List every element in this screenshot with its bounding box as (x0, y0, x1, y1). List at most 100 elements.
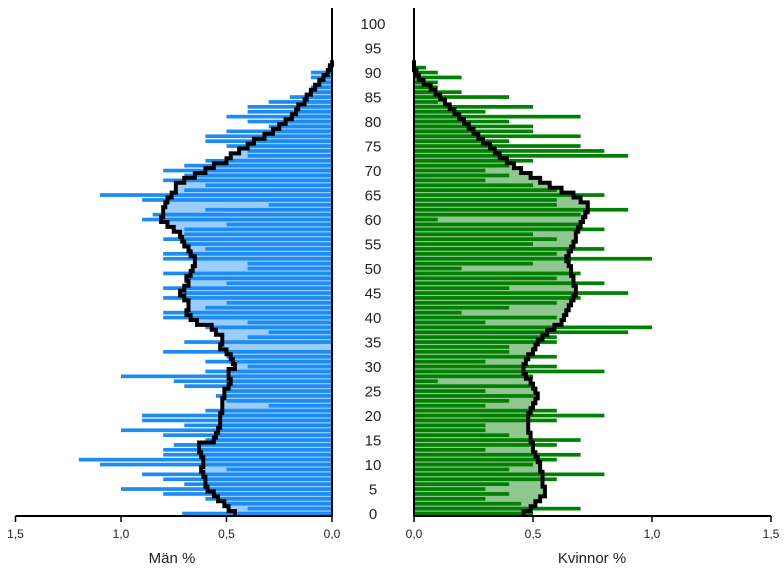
men-bar (184, 384, 332, 388)
women-bar (414, 178, 486, 183)
women-bar (414, 158, 533, 163)
men-bar (289, 95, 332, 99)
right-panel-women: 0,0 0,5 1,0 1,5 Kvinnor % (406, 8, 780, 567)
age-label: 80 (365, 114, 382, 131)
women-bar (414, 95, 510, 99)
men-bar (205, 247, 332, 251)
women-tick-label: 1,0 (644, 527, 661, 541)
women-bar (414, 305, 510, 310)
women-bar (414, 276, 557, 281)
women-bar (414, 144, 581, 148)
age-label: 45 (365, 286, 382, 303)
age-label: 5 (369, 482, 377, 499)
men-bar (163, 256, 332, 261)
women-bar (414, 286, 510, 290)
women-bar (414, 428, 486, 433)
men-bar (152, 212, 332, 217)
men-tick-label: 1,0 (113, 527, 130, 541)
men-bar (184, 163, 332, 168)
men-bar (205, 325, 332, 330)
women-bar (414, 433, 510, 437)
men-bar (247, 320, 332, 325)
men-bar (121, 428, 332, 433)
men-bar (184, 188, 332, 192)
women-bar (414, 413, 605, 418)
men-bar (268, 100, 332, 104)
men-bar (173, 379, 332, 384)
men-bar (226, 301, 332, 305)
women-bar (414, 379, 438, 384)
age-label: 95 (365, 41, 382, 58)
men-bar (247, 105, 332, 109)
women-bar (414, 497, 486, 501)
women-bar (414, 354, 557, 359)
men-tick-label: 1,5 (7, 527, 24, 541)
men-bar (99, 193, 333, 197)
men-bar (205, 183, 332, 188)
women-bar (414, 139, 510, 143)
age-label: 65 (365, 188, 382, 205)
age-label: 20 (365, 408, 382, 425)
men-bar (247, 364, 332, 369)
women-bar (414, 325, 652, 330)
women-bar (414, 237, 557, 241)
women-bar (414, 105, 533, 109)
men-bar (184, 482, 332, 486)
women-bar (414, 80, 438, 85)
women-bar (414, 301, 557, 305)
women-bar (414, 438, 581, 442)
women-bar (414, 330, 629, 335)
age-label: 40 (365, 310, 382, 327)
men-bar (163, 286, 332, 290)
women-bar (414, 227, 605, 232)
men-bar (205, 408, 332, 413)
men-bar (142, 472, 332, 477)
age-label: 85 (365, 90, 382, 107)
men-bar (247, 266, 332, 271)
men-bar (163, 315, 332, 320)
men-bar (226, 114, 332, 119)
women-bar (414, 467, 510, 472)
women-bar (414, 217, 438, 222)
men-bar (163, 448, 332, 452)
men-bar (205, 207, 332, 212)
women-bar (414, 487, 486, 491)
men-bar (205, 139, 332, 143)
women-bar (414, 70, 438, 75)
women-bar (414, 310, 462, 315)
men-bar (163, 296, 332, 300)
women-bar (414, 256, 652, 261)
men-bar (247, 154, 332, 158)
women-bar (414, 359, 486, 364)
men-bar (205, 369, 332, 374)
men-bar (247, 261, 332, 266)
men-bar (142, 418, 332, 423)
men-x-ticks: 1,5 1,0 0,5 0,0 (7, 516, 341, 541)
women-bar (414, 492, 510, 496)
women-bar (414, 472, 605, 477)
women-bar (414, 75, 462, 80)
men-bar (184, 242, 332, 246)
men-bar (247, 506, 332, 511)
men-bar (268, 330, 332, 335)
men-bars (78, 65, 333, 516)
men-bar (121, 374, 332, 379)
women-bar (414, 261, 533, 266)
men-bar (184, 291, 332, 295)
women-bars (414, 65, 652, 516)
age-label: 0 (369, 506, 377, 523)
men-bar (184, 173, 332, 178)
men-bar (310, 85, 332, 90)
women-bar (414, 452, 581, 457)
age-label: 35 (365, 335, 382, 352)
men-bar (99, 462, 333, 467)
women-bar (414, 418, 557, 423)
women-bar (414, 345, 510, 349)
age-label: 90 (365, 65, 382, 82)
men-bar (142, 198, 332, 202)
age-label: 60 (365, 212, 382, 229)
women-bar (414, 350, 510, 354)
men-bar (163, 433, 332, 437)
age-label: 30 (365, 359, 382, 376)
